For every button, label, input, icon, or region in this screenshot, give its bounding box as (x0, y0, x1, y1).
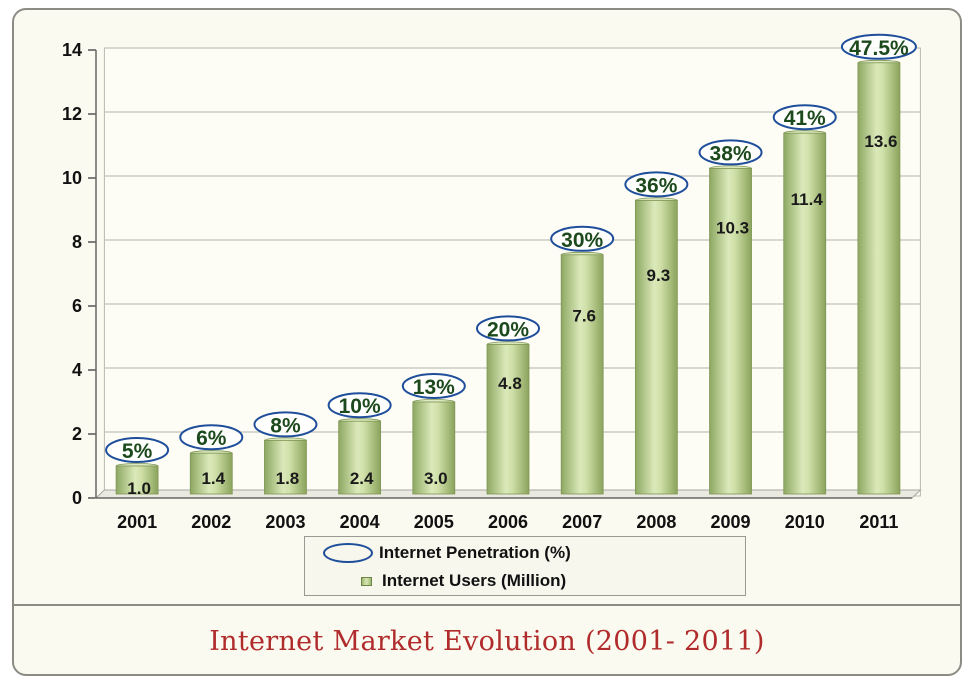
users-data-label: 2.4 (350, 469, 374, 488)
penetration-data-label: 30% (561, 229, 603, 252)
penetration-data-label: 6% (196, 427, 227, 450)
bar (115, 465, 159, 495)
users-data-label: 13.6 (864, 132, 897, 151)
x-tick-label: 2007 (562, 512, 602, 532)
y-tick-label: 4 (72, 360, 82, 380)
y-tick-label: 12 (62, 104, 82, 124)
penetration-ellipse (253, 411, 318, 438)
bar (634, 199, 678, 495)
penetration-data-label: 13% (413, 376, 455, 399)
y-tick-label: 0 (72, 488, 82, 508)
y-tick-label: 8 (72, 232, 82, 252)
penetration-ellipse (179, 424, 244, 451)
y-tick-label: 6 (72, 296, 82, 316)
legend-penetration-label: Internet Penetration (%) (379, 543, 571, 562)
legend-users-label: Internet Users (Million) (382, 571, 567, 590)
x-tick-label: 2006 (488, 512, 528, 532)
legend: Internet Penetration (%) Internet Users … (304, 536, 746, 596)
bar (783, 132, 827, 495)
x-tick-label: 2009 (711, 512, 751, 532)
penetration-data-label: 36% (635, 174, 677, 197)
y-tick-label: 2 (72, 424, 82, 444)
penetration-data-label: 41% (784, 107, 826, 130)
bar (264, 439, 307, 495)
users-data-label: 1.4 (201, 469, 225, 488)
caption-divider (12, 604, 962, 606)
penetration-data-label: 20% (487, 318, 529, 341)
penetration-ellipse (772, 104, 837, 131)
penetration-ellipse (698, 139, 763, 166)
x-tick-label: 2003 (265, 512, 305, 532)
bar (709, 167, 752, 495)
penetration-ellipse (624, 171, 689, 198)
users-data-label: 3.0 (424, 469, 448, 488)
chart-caption: Internet Market Evolution (2001- 2011) (209, 626, 765, 657)
users-data-label: 1.0 (127, 479, 151, 498)
bar (857, 62, 901, 495)
penetration-ellipse (840, 33, 917, 60)
bar (189, 452, 233, 495)
penetration-data-label: 8% (270, 414, 301, 437)
ellipse-icon (323, 543, 373, 563)
users-data-label: 9.3 (647, 266, 671, 285)
users-data-label: 7.6 (572, 307, 596, 326)
users-data-label: 11.4 (791, 190, 824, 209)
x-tick-label: 2011 (859, 512, 898, 532)
bar (338, 420, 382, 495)
legend-item-penetration: Internet Penetration (%) (305, 543, 571, 563)
bars (115, 59, 901, 495)
penetration-ellipse (105, 437, 170, 463)
legend-item-users: Internet Users (Million) (305, 571, 566, 591)
users-data-label: 10.3 (716, 219, 749, 238)
y-tick-label: 14 (62, 40, 82, 60)
bar (486, 343, 530, 495)
x-tick-label: 2010 (785, 512, 825, 532)
x-tick-label: 2008 (636, 512, 676, 532)
x-tick-label: 2004 (340, 512, 380, 532)
penetration-ellipse (550, 225, 615, 252)
penetration-data-label: 10% (339, 395, 381, 418)
x-tick-label: 2001 (117, 512, 157, 532)
bar-swatch-icon (361, 576, 372, 586)
bar (560, 254, 604, 495)
penetration-ellipse (327, 392, 392, 419)
x-tick-label: 2002 (191, 512, 231, 532)
x-tick-label: 2005 (414, 512, 454, 532)
penetration-ellipse (401, 373, 466, 399)
bar (412, 401, 456, 495)
users-data-label: 1.8 (276, 469, 300, 488)
penetration-ellipse (476, 315, 540, 342)
y-tick-label: 10 (62, 168, 82, 188)
users-data-label: 4.8 (498, 374, 522, 393)
penetration-data-label: 47.5% (849, 37, 909, 60)
penetration-data-label: 38% (710, 142, 752, 165)
penetration-data-label: 5% (122, 440, 153, 463)
data-labels: 2001 1.0 5% 2002 1.4 6% 2003 1.8 8% 2004 2.4 10% 200… (105, 33, 917, 532)
